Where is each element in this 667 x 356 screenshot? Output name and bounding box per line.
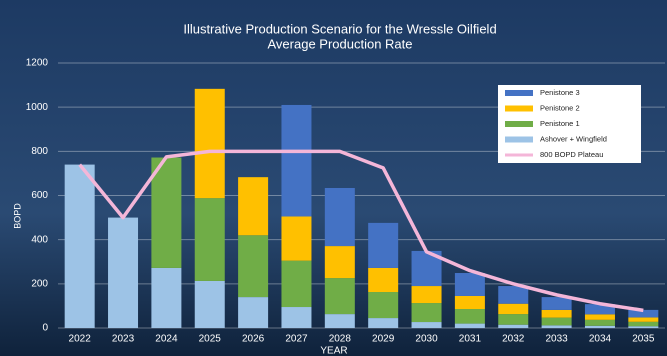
bar-segment bbox=[324, 246, 355, 279]
bar-segment bbox=[628, 309, 659, 318]
bar-segment bbox=[454, 323, 485, 328]
bar-segment bbox=[628, 326, 659, 328]
bar-segment bbox=[584, 319, 615, 326]
chart-title: Illustrative Production Scenario for the… bbox=[183, 21, 496, 36]
legend-label: 800 BOPD Plateau bbox=[540, 150, 603, 159]
bar-segment bbox=[584, 325, 615, 328]
legend-label: Penistone 3 bbox=[540, 88, 580, 97]
legend-label: Penistone 1 bbox=[540, 119, 580, 128]
x-axis-label: YEAR bbox=[320, 346, 347, 356]
bar-segment bbox=[194, 198, 225, 281]
x-tick-label: 2027 bbox=[285, 334, 308, 345]
bar-segment bbox=[368, 318, 399, 328]
y-tick-label: 1200 bbox=[26, 58, 49, 69]
bar-segment bbox=[281, 307, 312, 328]
bar-segment bbox=[324, 187, 355, 247]
bar-segment bbox=[368, 222, 399, 268]
x-tick-label: 2028 bbox=[329, 334, 352, 345]
bar-segment bbox=[498, 303, 529, 315]
bar-segment bbox=[411, 303, 442, 323]
bar-segment bbox=[541, 309, 572, 318]
legend-swatch bbox=[505, 121, 533, 127]
bar-segment bbox=[324, 314, 355, 328]
bar-segment bbox=[194, 280, 225, 328]
y-tick-label: 800 bbox=[31, 146, 48, 157]
x-tick-label: 2023 bbox=[112, 334, 135, 345]
legend-swatch bbox=[505, 136, 533, 143]
chart-subtitle: Average Production Rate bbox=[267, 36, 412, 51]
bar-segment bbox=[281, 216, 312, 261]
bar-segment bbox=[324, 278, 355, 315]
bar-segment bbox=[368, 292, 399, 319]
x-tick-label: 2029 bbox=[372, 334, 395, 345]
bar-segment bbox=[541, 325, 572, 328]
bar-segment bbox=[238, 297, 269, 328]
bar-segment bbox=[541, 317, 572, 326]
bar-segment bbox=[541, 297, 572, 310]
legend-swatch bbox=[505, 90, 533, 96]
x-tick-label: 2034 bbox=[589, 334, 612, 345]
bar-segment bbox=[454, 295, 485, 310]
y-tick-label: 200 bbox=[31, 278, 48, 289]
legend-label: Ashover + Wingfield bbox=[540, 134, 607, 143]
x-tick-label: 2033 bbox=[545, 334, 568, 345]
x-tick-label: 2024 bbox=[155, 334, 178, 345]
x-tick-label: 2035 bbox=[632, 334, 655, 345]
x-tick-label: 2031 bbox=[459, 334, 482, 345]
legend-swatch bbox=[505, 105, 533, 112]
bar-segment bbox=[584, 304, 615, 315]
bar-segment bbox=[411, 286, 442, 304]
y-tick-label: 600 bbox=[31, 190, 48, 201]
y-axis-label: BOPD bbox=[12, 203, 22, 229]
legend-label: Penistone 2 bbox=[540, 103, 580, 112]
bar-segment bbox=[281, 104, 312, 217]
bar-segment bbox=[498, 324, 529, 328]
y-tick-label: 400 bbox=[31, 234, 48, 245]
y-tick-label: 0 bbox=[42, 323, 48, 334]
x-tick-label: 2025 bbox=[199, 334, 222, 345]
bar-segment bbox=[151, 267, 182, 328]
x-tick-label: 2022 bbox=[69, 334, 92, 345]
bar-segment bbox=[628, 317, 659, 322]
bar-segment bbox=[238, 177, 269, 236]
bar-segment bbox=[238, 235, 269, 298]
bar-segment bbox=[411, 322, 442, 328]
y-tick-label: 1000 bbox=[26, 102, 49, 113]
bar-segment bbox=[64, 164, 95, 328]
bar-segment bbox=[151, 157, 182, 268]
bar-segment bbox=[498, 286, 529, 304]
bar-segment bbox=[454, 309, 485, 324]
bar-segment bbox=[498, 314, 529, 325]
bar-segment bbox=[194, 88, 225, 199]
bar-segment bbox=[368, 267, 399, 293]
bar-segment bbox=[454, 273, 485, 296]
bar-segment bbox=[108, 217, 139, 328]
bar-segment bbox=[584, 314, 615, 320]
line bbox=[78, 149, 644, 313]
x-tick-label: 2030 bbox=[415, 334, 438, 345]
bar-segment bbox=[281, 260, 312, 308]
x-tick-label: 2026 bbox=[242, 334, 265, 345]
bar-segment bbox=[628, 321, 659, 327]
x-tick-label: 2032 bbox=[502, 334, 525, 345]
